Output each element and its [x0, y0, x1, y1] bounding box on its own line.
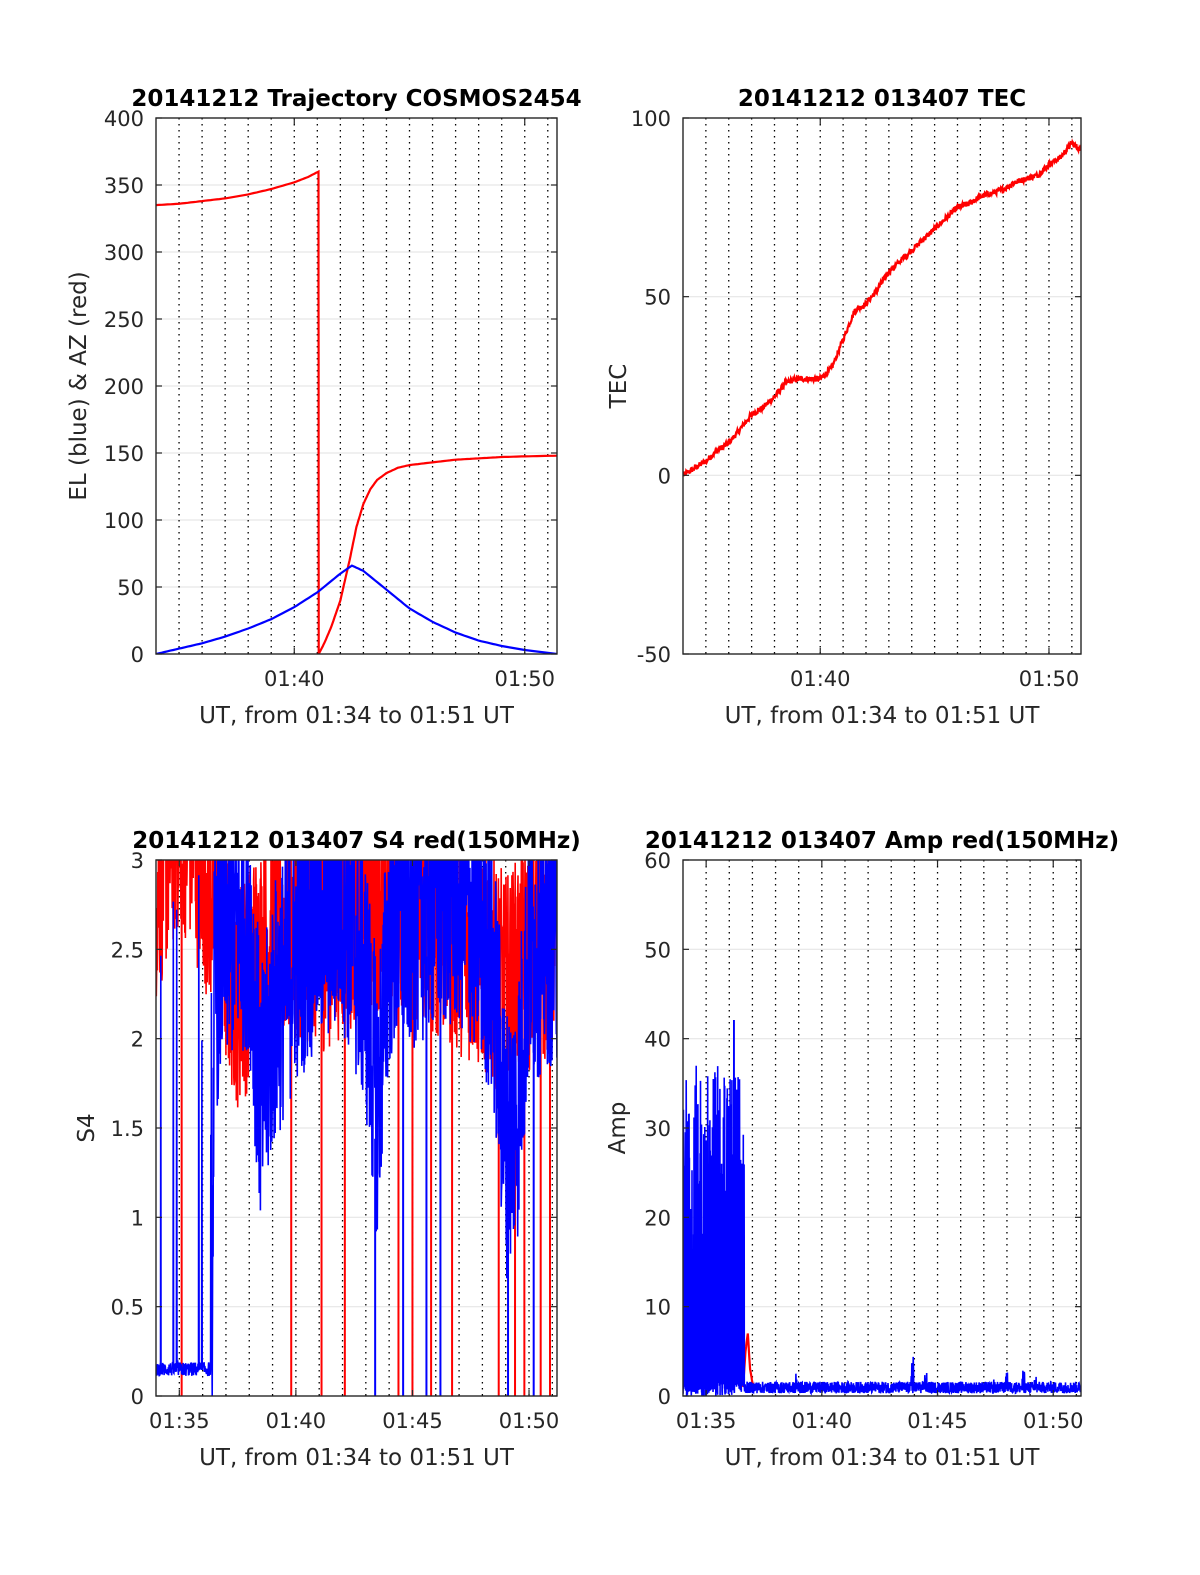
- chart-amp: 0 10 20 30 40 50 60 01:35 01:40 01:45 01:50 2014121…: [605, 828, 1119, 1471]
- y-tick-label: -50: [637, 643, 671, 667]
- y-axis-label: EL (blue) & AZ (red): [66, 271, 92, 500]
- x-tick-label: 01:40: [790, 667, 851, 691]
- x-tick-label: 01:50: [1023, 1409, 1084, 1433]
- y-tick-label: 40: [644, 1028, 671, 1052]
- x-tick-label: 01:45: [907, 1409, 968, 1433]
- y-tick-label: 2.5: [111, 938, 144, 962]
- chart-title: 20141212 Trajectory COSMOS2454: [131, 86, 581, 112]
- y-tick-label: 400: [104, 107, 144, 131]
- x-tick-label: 01:40: [792, 1409, 853, 1433]
- x-tick-label: 01:45: [382, 1409, 443, 1433]
- x-axis-label: UT, from 01:34 to 01:51 UT: [725, 1445, 1041, 1471]
- y-axis-label: S4: [74, 1113, 100, 1142]
- y-tick-label: 30: [644, 1117, 671, 1141]
- x-axis-label: UT, from 01:34 to 01:51 UT: [199, 1445, 515, 1471]
- y-tick-label: 0: [131, 1385, 144, 1409]
- x-tick-label: 01:40: [266, 1409, 327, 1433]
- y-tick-label: 200: [104, 375, 144, 399]
- y-tick-label: 50: [644, 286, 671, 310]
- y-tick-label: 150: [104, 442, 144, 466]
- y-tick-label: 1.5: [111, 1117, 144, 1141]
- y-tick-label: 10: [644, 1296, 671, 1320]
- chart-title: 20141212 013407 S4 red(150MHz): [132, 828, 581, 854]
- x-tick-label: 01:50: [499, 1409, 560, 1433]
- y-tick-label: 250: [104, 308, 144, 332]
- y-axis-label: TEC: [606, 364, 632, 410]
- x-tick-label: 01:40: [264, 667, 325, 691]
- y-tick-label: 50: [644, 938, 671, 962]
- series-el: [156, 564, 557, 654]
- series-amp_blue: [683, 1020, 1081, 1396]
- x-tick-label: 01:50: [494, 667, 555, 691]
- y-tick-label: 0: [131, 643, 144, 667]
- series-az: [156, 169, 557, 654]
- y-tick-label: 2: [131, 1028, 144, 1052]
- series-line-el: [156, 564, 557, 654]
- chart-tec: -50 0 50 100 01:40 01:50 20141212 013407 TEC UT…: [606, 86, 1082, 729]
- y-tick-label: 0: [658, 464, 671, 488]
- series-line-amp_blue: [683, 1020, 1081, 1396]
- chart-title: 20141212 013407 Amp red(150MHz): [645, 828, 1119, 854]
- series-tec: [683, 138, 1081, 477]
- y-tick-label: 100: [631, 107, 671, 131]
- y-tick-label: 60: [644, 849, 671, 873]
- series-line-az: [156, 169, 557, 654]
- x-axis-label: UT, from 01:34 to 01:51 UT: [725, 703, 1041, 729]
- series-line-tec: [683, 138, 1081, 477]
- y-tick-label: 300: [104, 241, 144, 265]
- y-tick-label: 0: [658, 1385, 671, 1409]
- y-tick-label: 20: [644, 1206, 671, 1230]
- axes-box: [682, 117, 1082, 655]
- y-tick-label: 100: [104, 509, 144, 533]
- y-tick-label: 350: [104, 174, 144, 198]
- chart-trajectory: 0 50 100 150 200 250 300 350 400 01:40 01:50 201412…: [66, 86, 582, 729]
- y-tick-label: 0.5: [111, 1296, 144, 1320]
- x-axis-label: UT, from 01:34 to 01:51 UT: [199, 703, 515, 729]
- series-line-s4_blue: [156, 860, 557, 1396]
- x-tick-label: 01:50: [1019, 667, 1080, 691]
- y-axis-label: Amp: [605, 1102, 631, 1155]
- chart-s4: 0 0.5 1 1.5 2 2.5 3 01:35 01:40 01:45 01:50 2014121…: [74, 828, 581, 1471]
- series-s4_blue: [156, 860, 557, 1396]
- x-tick-label: 01:35: [149, 1409, 210, 1433]
- x-tick-label: 01:35: [676, 1409, 737, 1433]
- chart-title: 20141212 013407 TEC: [738, 86, 1026, 112]
- y-tick-label: 3: [131, 849, 144, 873]
- y-tick-label: 50: [117, 576, 144, 600]
- y-tick-label: 1: [131, 1206, 144, 1230]
